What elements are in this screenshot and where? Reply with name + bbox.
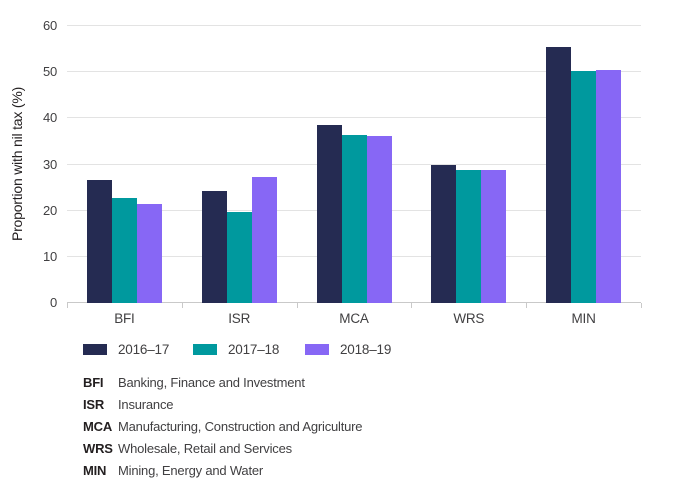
x-axis-tick	[641, 303, 642, 308]
bar-BFI-2016-17	[86, 179, 112, 303]
legend-item-2017-18: 2017–18	[193, 340, 279, 358]
legend-item-2016-17: 2016–17	[83, 340, 169, 358]
footnote-description: Mining, Energy and Water	[118, 462, 264, 478]
y-tick-label-50: 50	[42, 64, 57, 80]
x-category-label-MIN: MIN	[571, 311, 596, 326]
bar-WRS-2017-18	[456, 169, 482, 303]
bar-WRS-2016-17	[431, 164, 457, 303]
legend-label: 2018–19	[340, 341, 392, 357]
y-tick-label-30: 30	[42, 156, 57, 172]
legend-swatch-icon	[305, 343, 329, 355]
bar-ISR-2017-18	[226, 211, 252, 303]
footnote-abbr: MCA	[83, 418, 113, 434]
footnote-abbr: MIN	[83, 462, 107, 478]
legend: 2016–17 2017–18 2018–19	[0, 340, 689, 358]
footnote-description: Wholesale, Retail and Services	[118, 440, 292, 456]
footnote-row-ISR: ISR Insurance	[83, 393, 362, 415]
gridline-50	[67, 71, 641, 73]
footnote-description: Banking, Finance and Investment	[118, 374, 305, 390]
x-axis-tick	[526, 303, 528, 308]
footnote-description: Manufacturing, Construction and Agricult…	[118, 418, 363, 434]
footnote-abbr: ISR	[83, 396, 105, 412]
x-category-label-BFI: BFI	[114, 311, 135, 326]
bar-MCA-2018-19	[366, 136, 392, 303]
y-tick-label-0: 0	[49, 295, 57, 310]
x-category-label-MCA: MCA	[339, 311, 369, 326]
x-axis-tick	[296, 303, 298, 308]
footnote-abbr: BFI	[83, 374, 104, 390]
bar-WRS-2018-19	[481, 170, 507, 303]
footnote-row-WRS: WRS Wholesale, Retail and Services	[83, 437, 362, 459]
bar-MCA-2016-17	[316, 124, 342, 303]
bar-ISR-2018-19	[251, 176, 277, 303]
y-tick-label-20: 20	[42, 202, 57, 218]
legend-label: 2016–17	[118, 341, 170, 357]
x-category-label-ISR: ISR	[228, 311, 251, 326]
legend-label: 2017–18	[228, 341, 280, 357]
legend-item-2018-19: 2018–19	[305, 340, 391, 358]
footnotes: BFI Banking, Finance and Investment ISR Ins…	[83, 371, 363, 481]
footnote-row-MIN: MIN Mining, Energy and Water	[83, 459, 362, 481]
x-axis-tick	[67, 303, 68, 308]
x-axis-tick	[181, 303, 183, 308]
gridline-60	[67, 25, 641, 26]
legend-swatch-icon	[193, 343, 217, 355]
footnote-row-MCA: MCA Manufacturing, Construction and Agric…	[83, 415, 363, 437]
footnote-description: Insurance	[118, 396, 174, 412]
bar-MCA-2017-18	[341, 134, 367, 303]
y-tick-label-60: 60	[42, 18, 57, 33]
y-tick-label-10: 10	[42, 248, 57, 264]
legend-swatch-icon	[83, 343, 107, 355]
gridline-40	[67, 117, 641, 119]
bar-BFI-2017-18	[111, 197, 137, 303]
bar-MIN-2018-19	[596, 70, 622, 303]
x-axis-tick	[411, 303, 413, 308]
bar-BFI-2018-19	[136, 204, 162, 303]
bar-MIN-2017-18	[571, 70, 597, 303]
bar-ISR-2016-17	[201, 190, 227, 303]
x-category-label-WRS: WRS	[453, 311, 485, 326]
footnote-abbr: WRS	[83, 440, 113, 456]
footnote-row-BFI: BFI Banking, Finance and Investment	[83, 371, 362, 393]
bar-MIN-2016-17	[546, 47, 572, 303]
plot-area	[67, 25, 641, 303]
y-tick-label-40: 40	[42, 110, 57, 126]
